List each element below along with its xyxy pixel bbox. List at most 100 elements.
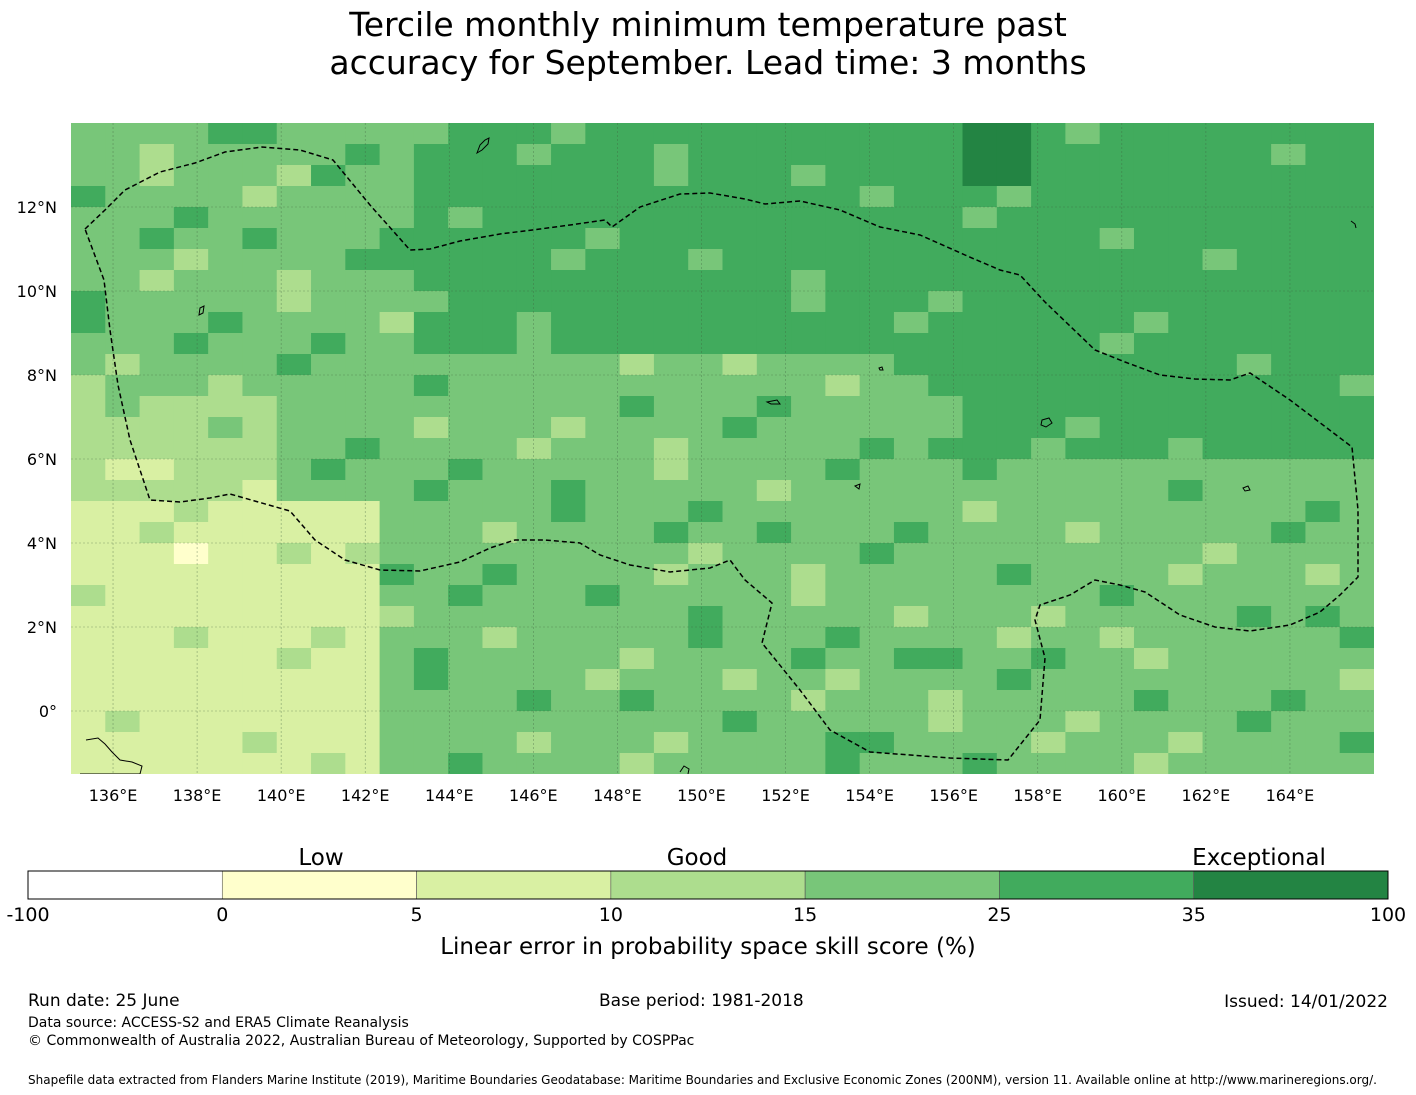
grid-cell — [516, 690, 552, 712]
grid-cell — [516, 711, 552, 733]
grid-cell — [551, 690, 586, 712]
grid-cell — [173, 648, 209, 670]
grid-cell — [1271, 690, 1307, 712]
grid-cell — [105, 711, 141, 733]
grid-cell — [1202, 501, 1238, 523]
grid-cell — [1133, 186, 1169, 208]
grid-cell — [928, 753, 964, 774]
grid-cell — [1202, 606, 1238, 628]
grid-cell — [379, 711, 415, 733]
grid-cell — [1305, 123, 1341, 145]
grid-cell — [791, 543, 826, 565]
grid-cell — [276, 333, 312, 355]
grid-cell — [1168, 249, 1204, 271]
grid-cell — [996, 522, 1032, 544]
grid-cell — [1236, 375, 1272, 397]
grid-cell — [345, 354, 381, 376]
grid-cell — [345, 375, 381, 397]
grid-cell — [551, 732, 586, 754]
grid-cell — [722, 186, 758, 208]
grid-cell — [619, 144, 655, 166]
grid-cell — [996, 753, 1032, 774]
grid-cell — [1305, 375, 1341, 397]
grid-cell — [791, 480, 826, 502]
grid-cell — [859, 585, 895, 607]
grid-cell — [1168, 417, 1204, 439]
grid-cell — [653, 669, 689, 691]
grid-cell — [722, 417, 758, 439]
grid-cell — [1305, 186, 1341, 208]
grid-cell — [996, 396, 1032, 418]
grid-cell — [482, 711, 518, 733]
grid-cell — [1168, 144, 1204, 166]
grid-cell — [688, 753, 724, 774]
grid-cell — [71, 585, 106, 607]
grid-cell — [1133, 753, 1169, 774]
grid-cell — [1065, 522, 1101, 544]
grid-cell — [1031, 228, 1066, 250]
grid-cell — [722, 228, 758, 250]
grid-cell — [379, 375, 415, 397]
grid-cell — [1305, 312, 1341, 334]
grid-cell — [791, 207, 826, 229]
grid-cell — [1133, 501, 1169, 523]
grid-cell — [928, 165, 964, 187]
grid-cell — [1271, 522, 1307, 544]
grid-cell — [791, 333, 826, 355]
grid-cell — [311, 438, 346, 460]
grid-cell — [139, 459, 175, 481]
png-coast — [80, 737, 143, 774]
grid-cell — [276, 690, 312, 712]
grid-cell — [379, 438, 415, 460]
grid-cell — [653, 228, 689, 250]
grid-cell — [551, 165, 586, 187]
grid-cell — [859, 354, 895, 376]
grid-cell — [1271, 438, 1307, 460]
grid-cell — [1339, 564, 1374, 586]
grid-cell — [482, 501, 518, 523]
grid-cell — [791, 375, 826, 397]
grid-cell — [653, 753, 689, 774]
grid-cell — [208, 732, 244, 754]
grid-cell — [1031, 270, 1066, 292]
eez-boundary-main — [84, 146, 1359, 761]
grid-cell — [928, 438, 964, 460]
grid-cell — [791, 354, 826, 376]
grid-cell — [1271, 123, 1307, 145]
grid-cell — [653, 564, 689, 586]
grid-cell — [516, 522, 552, 544]
grid-cell — [688, 480, 724, 502]
grid-cell — [105, 480, 141, 502]
grid-cell — [1305, 438, 1341, 460]
grid-cell — [1236, 396, 1272, 418]
grid-cell — [1133, 165, 1169, 187]
grid-cell — [619, 291, 655, 313]
grid-cell — [551, 270, 586, 292]
grid-cell — [1168, 564, 1204, 586]
grid-cell — [585, 354, 621, 376]
grid-cell — [311, 312, 346, 334]
grid-cell — [859, 669, 895, 691]
colorbar-swatch — [1193, 870, 1389, 900]
grid-cell — [1168, 648, 1204, 670]
grid-cell — [516, 648, 552, 670]
grid-cell — [825, 270, 861, 292]
grid-cell — [859, 564, 895, 586]
grid-cell — [311, 291, 346, 313]
grid-cell — [516, 144, 552, 166]
grid-cell — [1031, 522, 1066, 544]
grid-cell — [139, 144, 175, 166]
grid-cell — [1133, 270, 1169, 292]
grid-cell — [242, 543, 278, 565]
grid-cell — [791, 648, 826, 670]
grid-cell — [825, 417, 861, 439]
grid-cell — [1031, 186, 1066, 208]
grid-cell — [1339, 522, 1374, 544]
grid-cell — [1305, 354, 1341, 376]
grid-cell — [585, 459, 621, 481]
grid-cell — [1168, 207, 1204, 229]
grid-cell — [276, 396, 312, 418]
grid-cell — [1305, 228, 1341, 250]
grid-cell — [1133, 354, 1169, 376]
grid-cell — [1133, 543, 1169, 565]
